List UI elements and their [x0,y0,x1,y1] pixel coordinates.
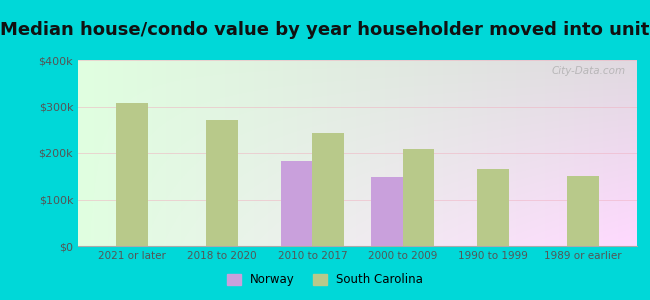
Bar [371,177,402,246]
Legend: Norway, South Carolina: Norway, South Carolina [222,269,428,291]
Bar [567,176,599,246]
Bar [116,103,148,246]
Bar [402,149,434,246]
Bar [313,133,344,246]
Bar [281,161,313,246]
Bar [477,169,508,246]
Text: Median house/condo value by year householder moved into unit: Median house/condo value by year househo… [0,21,650,39]
Bar [207,120,238,246]
Text: City-Data.com: City-Data.com [552,66,626,76]
